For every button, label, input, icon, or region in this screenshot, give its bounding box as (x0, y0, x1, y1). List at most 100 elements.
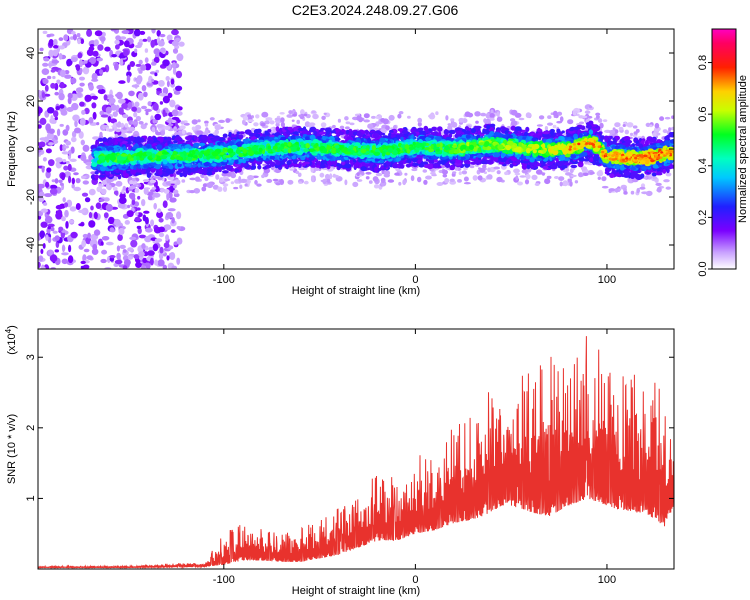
spectrogram-cell (181, 129, 186, 135)
spectrogram-cell (567, 178, 572, 182)
spectrogram-cell (56, 128, 61, 137)
spectrogram-cell (204, 176, 209, 182)
spectrogram-cell (463, 176, 469, 182)
spectrogram-cell (417, 176, 422, 183)
spectrogram-cell (291, 119, 295, 122)
spectrogram-cell (75, 64, 81, 71)
spectrogram-cell (509, 118, 516, 122)
spectrogram-cell (582, 172, 589, 176)
spectrogram-cell (215, 174, 220, 180)
spectrogram-cell (536, 128, 542, 132)
spectrogram-cell (445, 115, 449, 121)
spectrogram-cell (159, 246, 164, 254)
spectrogram-cell (547, 122, 553, 126)
spectrogram-cell (112, 186, 118, 191)
spectrogram-cell (296, 119, 301, 125)
spectrogram-cell (119, 36, 127, 40)
spectrogram-cell (656, 186, 662, 193)
spectrogram-cell (80, 38, 85, 45)
spectrogram-cell (94, 174, 100, 179)
spectrogram-cell (134, 188, 140, 194)
spectrogram-cell (115, 180, 123, 187)
spectrogram-cell (288, 110, 293, 115)
spectrogram-cell (126, 210, 134, 218)
spectrogram-cell (239, 184, 243, 189)
spectrogram-cell (449, 178, 455, 182)
spectrogram-cell (423, 179, 428, 185)
spectrogram-cell (56, 209, 63, 217)
spectrogram-cell (121, 30, 130, 34)
spectrogram-cell (41, 68, 50, 75)
spectrogram-cell (176, 53, 184, 62)
spectrogram-cell (158, 80, 165, 87)
spectrogram-cell (324, 173, 330, 180)
spectrogram-cell (514, 172, 521, 176)
spectrogram-cell (312, 113, 319, 120)
spectrogram-cell (97, 44, 104, 51)
spectrogram-cell (101, 180, 107, 186)
spectrogram-cell (516, 160, 521, 165)
spectrogram-cell (493, 166, 501, 170)
spectrogram-cell (41, 91, 46, 99)
spectrogram-cell (49, 188, 58, 195)
spectrogram-cell (59, 182, 64, 186)
spectrogram-cell (131, 121, 138, 125)
spectrogram-cell (442, 173, 448, 178)
spectrogram-cell (67, 255, 74, 264)
spectrogram-cell (82, 144, 90, 152)
spectrogram-cell (72, 33, 77, 41)
spectrogram-cell (82, 233, 89, 239)
spectrogram-cell (417, 121, 422, 127)
spectrogram-cell (158, 252, 164, 260)
spectrogram-cell (45, 123, 51, 132)
spectrogram-cell (118, 80, 126, 84)
spectrogram-cell (496, 116, 503, 122)
spectrogram-cell (230, 181, 235, 185)
spectrogram-cell (136, 225, 142, 230)
spectrogram-cell (79, 76, 85, 81)
spectrogram-cell (88, 211, 93, 219)
spectrogram-cell (71, 136, 77, 143)
spectrogram-cell (321, 115, 326, 120)
spectrogram-cell (40, 248, 44, 254)
spectrogram-cell (247, 175, 255, 181)
spectrogram-cell (618, 126, 624, 131)
spectrogram-cell (90, 95, 99, 100)
spectrogram-cell (114, 259, 123, 265)
spectrogram-cell (92, 50, 99, 57)
spectrogram-cell (113, 126, 118, 131)
spectrogram-cell (372, 176, 379, 182)
spectrogram-cell (544, 126, 549, 131)
spectrogram-cell (128, 90, 135, 97)
spectrogram-cell (487, 167, 491, 173)
spectrogram-cell (63, 202, 69, 208)
spectrogram-cell (85, 237, 92, 245)
spectrogram-cell (486, 174, 493, 180)
spectrogram-cell (450, 118, 455, 122)
spectrogram-cell (180, 120, 185, 125)
spectrogram-cell (131, 199, 136, 206)
spectrogram-cell (339, 131, 345, 135)
spectrogram-cell (135, 115, 141, 122)
spectrogram-cell (61, 151, 69, 155)
spectrogram-cell (169, 180, 177, 184)
spectrogram-cell (329, 173, 333, 180)
spectrogram-cell (286, 130, 291, 135)
spectrogram-cell (40, 197, 45, 202)
spectrogram-cell (150, 39, 156, 48)
spectrogram-cell (48, 159, 55, 167)
spectrogram-cell (60, 69, 66, 78)
spectrogram-cell (217, 186, 223, 192)
spectrogram-cell (387, 179, 395, 183)
spectrogram-cell (170, 229, 176, 233)
spectrogram-cell (48, 39, 54, 47)
spectrogram-cell (81, 239, 87, 248)
spectrogram-cell (145, 227, 153, 233)
spectrogram-cell (42, 78, 49, 85)
spectrogram-cell (457, 179, 462, 183)
spectrogram-cell (311, 110, 316, 114)
spectrogram-cell (126, 75, 131, 83)
spectrogram-cell (368, 180, 373, 184)
spectrogram-cell (92, 243, 98, 251)
spectrogram-cell (169, 99, 176, 108)
